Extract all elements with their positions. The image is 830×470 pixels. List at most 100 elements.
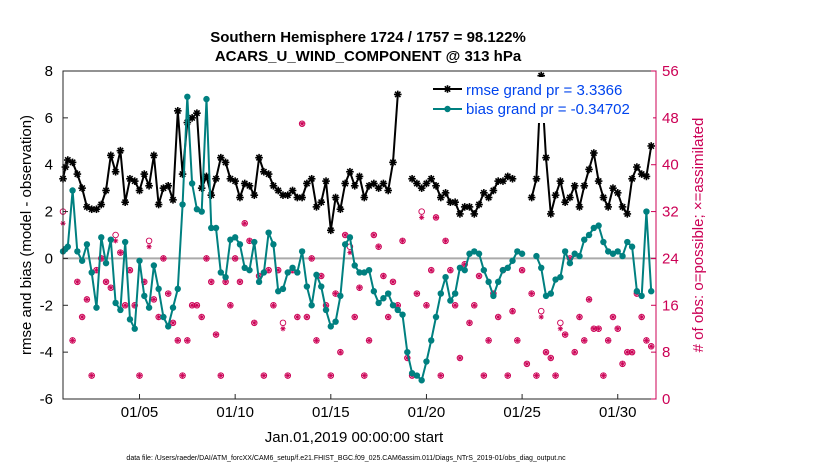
obs-assimilated-point bbox=[165, 290, 171, 297]
rmse-point bbox=[475, 200, 483, 209]
obs-possible-point bbox=[203, 255, 210, 262]
bias-point bbox=[289, 264, 296, 271]
obs-assimilated-point bbox=[371, 232, 377, 238]
bias-point bbox=[399, 311, 406, 318]
rmse-point bbox=[288, 186, 297, 195]
obs-possible-point bbox=[361, 372, 368, 379]
rmse-point bbox=[590, 149, 598, 157]
rmse-point bbox=[336, 205, 345, 214]
rmse-point bbox=[374, 184, 383, 192]
obs-assimilated-point bbox=[600, 372, 606, 379]
rmse-point bbox=[331, 193, 340, 202]
bias-point bbox=[308, 302, 315, 309]
rmse-point bbox=[384, 186, 392, 195]
obs-possible-point bbox=[179, 372, 186, 379]
bias-point bbox=[169, 304, 177, 311]
bias-point bbox=[165, 323, 172, 330]
bias-point bbox=[475, 250, 483, 257]
obs-assimilated-point bbox=[619, 361, 626, 367]
obs-possible-point bbox=[537, 307, 545, 315]
obs-assimilated-point bbox=[136, 372, 143, 379]
obs-assimilated-point bbox=[524, 361, 530, 367]
obs-possible-point bbox=[614, 325, 621, 332]
bias-point bbox=[624, 238, 631, 246]
bias-point bbox=[638, 292, 645, 300]
obs-possible-point bbox=[518, 266, 526, 274]
bias-point bbox=[581, 236, 588, 243]
obs-assimilated-point bbox=[246, 238, 253, 244]
rmse-point bbox=[279, 191, 287, 199]
obs-possible-point bbox=[399, 237, 406, 245]
rmse-point bbox=[633, 163, 641, 171]
rmse-point bbox=[360, 193, 369, 202]
rmse-point bbox=[193, 109, 201, 117]
rmse-point bbox=[408, 174, 416, 183]
bias-point bbox=[633, 288, 641, 295]
y-tick-left-label: -6 bbox=[40, 391, 53, 408]
obs-possible-point bbox=[638, 313, 645, 321]
bias-point bbox=[456, 264, 464, 271]
bias-point bbox=[246, 266, 253, 274]
rmse-point bbox=[542, 153, 550, 162]
obs-assimilated-point bbox=[438, 372, 444, 379]
rmse-point bbox=[618, 203, 627, 211]
bias-point bbox=[485, 278, 492, 286]
obs-assimilated-point bbox=[442, 238, 449, 244]
rmse-point bbox=[154, 200, 163, 209]
rmse-point bbox=[551, 191, 560, 199]
bias-point bbox=[447, 297, 454, 304]
obs-possible-point bbox=[423, 302, 430, 309]
bias-point bbox=[595, 222, 602, 229]
bias-point bbox=[284, 269, 291, 276]
bias-point bbox=[542, 292, 550, 300]
obs-assimilated-point bbox=[184, 337, 190, 344]
legend-rmse-marker bbox=[433, 85, 462, 93]
bias-point bbox=[471, 248, 478, 255]
obs-assimilated-point bbox=[414, 290, 420, 297]
bias-point bbox=[275, 288, 282, 295]
rmse-point bbox=[188, 114, 196, 122]
obs-possible-point bbox=[294, 313, 301, 321]
obs-possible-point bbox=[227, 302, 234, 309]
obs-possible-point bbox=[327, 372, 335, 379]
rmse-point bbox=[255, 153, 263, 162]
obs-assimilated-point bbox=[447, 267, 453, 273]
bias-point bbox=[337, 292, 344, 300]
obs-possible-point bbox=[485, 337, 492, 344]
rmse-point bbox=[130, 177, 139, 185]
bias-point bbox=[231, 234, 239, 241]
x-axis-label: Jan.01,2019 00:00:00 start bbox=[265, 429, 444, 446]
bias-point bbox=[547, 290, 554, 297]
obs-assimilated-point bbox=[639, 314, 645, 320]
rmse-point bbox=[317, 198, 326, 206]
rmse-point bbox=[341, 179, 349, 188]
obs-possible-point bbox=[231, 255, 239, 262]
rmse-point bbox=[283, 191, 292, 199]
obs-possible-point bbox=[604, 337, 612, 344]
bias-point bbox=[557, 273, 564, 281]
bias-point bbox=[141, 292, 148, 300]
rmse-point bbox=[417, 184, 426, 192]
obs-assimilated-point bbox=[199, 314, 205, 320]
obs-possible-point bbox=[576, 313, 583, 321]
obs-possible-point bbox=[351, 313, 358, 321]
obs-assimilated-point bbox=[237, 279, 243, 285]
rmse-point bbox=[346, 167, 354, 176]
rmse-point bbox=[102, 186, 110, 195]
obs-assimilated-point bbox=[222, 279, 229, 285]
obs-assimilated-point bbox=[332, 290, 339, 297]
obs-possible-point bbox=[456, 354, 464, 362]
bias-point bbox=[212, 224, 220, 232]
obs-possible-point bbox=[609, 313, 617, 321]
obs-assimilated-point bbox=[452, 302, 458, 308]
obs-possible-point bbox=[356, 284, 363, 291]
obs-assimilated-point bbox=[533, 372, 540, 379]
obs-assimilated-point bbox=[361, 372, 367, 379]
rmse-point bbox=[221, 158, 230, 167]
obs-possible-point bbox=[217, 372, 225, 379]
rmse-point bbox=[307, 174, 316, 183]
rmse-point bbox=[303, 179, 311, 188]
obs-assimilated-point bbox=[84, 296, 90, 303]
obs-assimilated-point bbox=[208, 279, 214, 285]
bias-point bbox=[466, 250, 473, 257]
